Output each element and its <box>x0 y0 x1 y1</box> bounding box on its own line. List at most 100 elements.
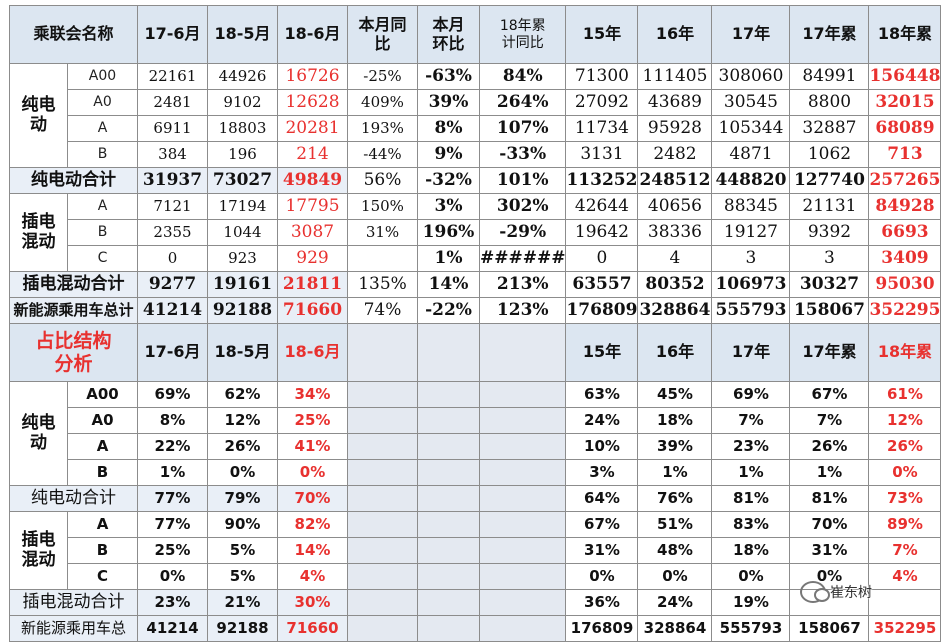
empty-cell <box>478 407 567 434</box>
value-cell: 19642 <box>565 219 639 246</box>
share-cell: 26% <box>207 433 278 460</box>
empty-cell <box>478 485 567 512</box>
share-header-cell: 17年累 <box>789 323 870 382</box>
value-cell: 3131 <box>565 141 639 168</box>
share-cell: 30% <box>277 589 348 616</box>
value-cell: 7121 <box>137 193 208 220</box>
value-cell: 1062 <box>789 141 870 168</box>
value-cell: 38336 <box>637 219 713 246</box>
value-cell: 8800 <box>789 89 870 116</box>
bev-total-row: 纯电动合计 31937 73027 49849 56% -32% 101% 113252 248… <box>9 167 942 194</box>
empty-cell <box>478 433 567 460</box>
share-header-cell: 17-6月 <box>137 323 208 382</box>
value-cell: -32% <box>417 167 480 194</box>
empty-cell <box>347 589 418 616</box>
share-cell: 70% <box>789 511 870 538</box>
share-cell: 41% <box>277 433 348 460</box>
value-cell: 929 <box>277 245 348 272</box>
share-cell: 63% <box>565 381 639 408</box>
header-cell: 本月 环比 <box>417 5 480 64</box>
value-cell: 555793 <box>711 297 791 324</box>
bev-total-label: 纯电动合计 <box>9 167 138 194</box>
share-cell: 10% <box>565 433 639 460</box>
value-cell: 27092 <box>565 89 639 116</box>
phev-group-label: 插电 混动 <box>9 193 68 272</box>
share-bev-total-row: 纯电动合计 77% 79% 70% 64% 76% 81% 81% 73% <box>9 485 942 512</box>
share-cell: 92188 <box>207 615 278 642</box>
share-cell: 36% <box>565 589 639 616</box>
bev-row: A0 2481 9102 12628 409% 39% 264% 27092 43689 3054… <box>10 89 942 116</box>
value-cell: 11734 <box>565 115 639 142</box>
empty-cell <box>347 459 418 486</box>
value-cell: 923 <box>207 245 278 272</box>
share-cell: 34% <box>277 381 348 408</box>
value-cell: 158067 <box>789 297 870 324</box>
wechat-icon <box>800 581 830 603</box>
value-cell: 3% <box>417 193 480 220</box>
value-cell: 0 <box>137 245 208 272</box>
nev-total-label: 新能源乘用车总计 <box>9 297 138 324</box>
value-cell <box>347 245 418 272</box>
value-cell: 68089 <box>868 115 942 142</box>
segment-label: A <box>67 193 138 220</box>
value-cell: 9102 <box>207 89 278 116</box>
value-cell: 176809 <box>565 297 639 324</box>
value-cell: 9392 <box>789 219 870 246</box>
value-cell: 17194 <box>207 193 278 220</box>
share-cell: 81% <box>711 485 791 512</box>
empty-cell <box>347 537 418 564</box>
share-cell: 69% <box>711 381 791 408</box>
share-phev-total-row: 插电混动合计 23% 21% 30% 36% 24% 19% <box>9 589 942 616</box>
value-cell: -33% <box>478 141 567 168</box>
value-cell: 6693 <box>868 219 942 246</box>
share-cell: 77% <box>137 485 208 512</box>
value-cell: 213% <box>478 271 567 298</box>
value-cell: 150% <box>347 193 418 220</box>
share-cell: 31% <box>565 537 639 564</box>
header-name: 乘联会名称 <box>9 5 138 64</box>
value-cell: 95030 <box>868 271 942 298</box>
share-cell: 45% <box>637 381 713 408</box>
segment-label: B <box>67 219 138 246</box>
share-cell: 82% <box>277 511 348 538</box>
segment-label: A <box>67 511 138 538</box>
value-cell: 308060 <box>711 63 791 90</box>
empty-cell <box>347 485 418 512</box>
share-cell: 1% <box>637 459 713 486</box>
value-cell: 3409 <box>868 245 942 272</box>
share-cell: 18% <box>637 407 713 434</box>
value-cell: 111405 <box>637 63 713 90</box>
share-cell: 24% <box>637 589 713 616</box>
header-cell: 15年 <box>565 5 639 64</box>
value-cell: 193% <box>347 115 418 142</box>
share-header-cell: 18-6月 <box>277 323 348 382</box>
share-cell: 4% <box>868 563 942 590</box>
value-cell: -22% <box>417 297 480 324</box>
value-cell: 384 <box>137 141 208 168</box>
share-cell: 62% <box>207 381 278 408</box>
header-cell: 18年累 计同比 <box>478 5 567 64</box>
value-cell: 17795 <box>277 193 348 220</box>
phev-row: 插电 混动 A 7121 17194 17795 150% 3% 302% 42644 40656… <box>9 193 942 272</box>
empty-cell <box>478 459 567 486</box>
share-cell: 73% <box>868 485 942 512</box>
share-cell: 12% <box>868 407 942 434</box>
value-cell: 88345 <box>711 193 791 220</box>
empty-cell <box>478 589 567 616</box>
share-cell: 0% <box>637 563 713 590</box>
header-row: 乘联会名称 17-6月 18-5月 18-6月 本月同 比本月 环比 18年累 计同比 15… <box>9 5 942 64</box>
value-cell: 84928 <box>868 193 942 220</box>
value-cell: 113252 <box>565 167 639 194</box>
value-cell: 80352 <box>637 271 713 298</box>
share-cell: 24% <box>565 407 639 434</box>
header-cell: 17年累 <box>789 5 870 64</box>
value-cell: 3 <box>711 245 791 272</box>
value-cell: 21131 <box>789 193 870 220</box>
value-cell: 43689 <box>637 89 713 116</box>
value-cell: 1% <box>417 245 480 272</box>
value-cell: -44% <box>347 141 418 168</box>
value-cell: 3 <box>789 245 870 272</box>
value-cell: -63% <box>417 63 480 90</box>
header-cell: 17-6月 <box>137 5 208 64</box>
share-cell: 48% <box>637 537 713 564</box>
